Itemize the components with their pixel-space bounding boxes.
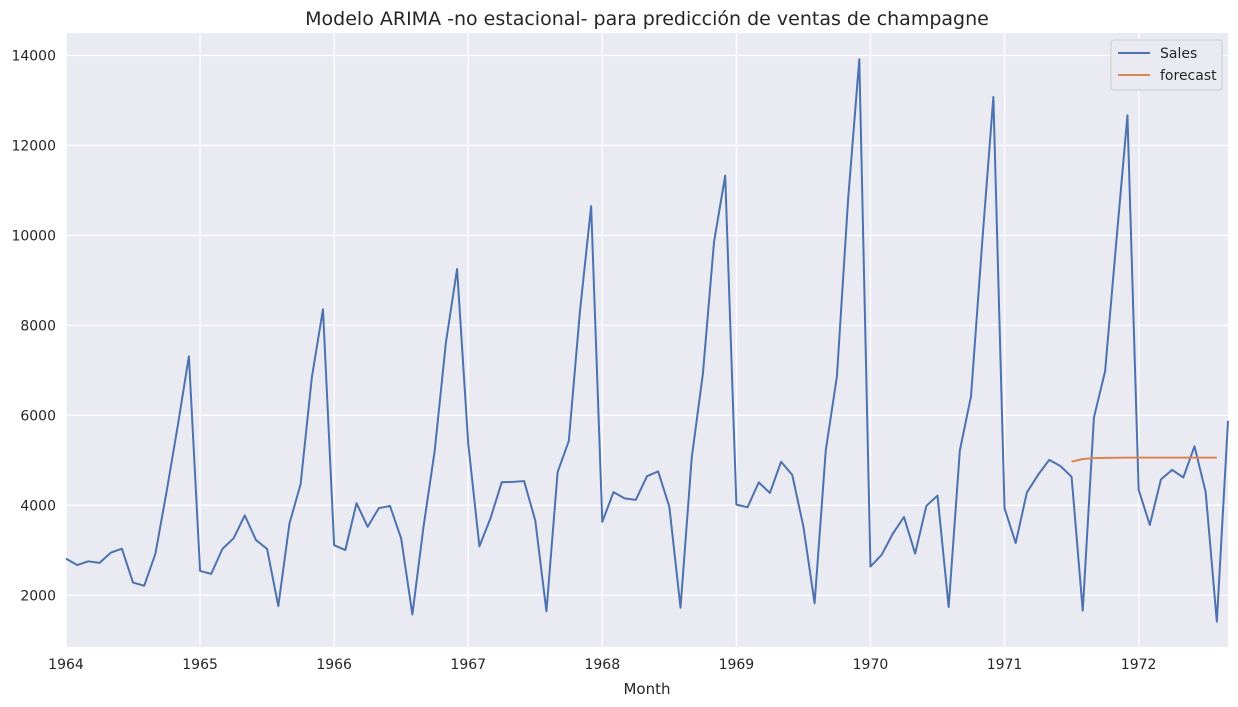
y-tick-label: 8000 bbox=[20, 318, 56, 334]
x-tick-label: 1964 bbox=[48, 657, 84, 673]
y-tick-label: 2000 bbox=[20, 588, 56, 604]
x-tick-label: 1969 bbox=[719, 657, 755, 673]
x-tick-labels: 1964 1965 1966 1967 1968 1969 1970 1971 1972 bbox=[48, 657, 1156, 673]
series-line-sales bbox=[65, 58, 1229, 623]
y-tick-label: 6000 bbox=[20, 408, 56, 424]
plot-background bbox=[66, 33, 1228, 647]
series-line-forecast bbox=[1071, 456, 1217, 463]
chart-title: Modelo ARIMA -no estacional- para predic… bbox=[305, 8, 989, 30]
y-tick-label: 4000 bbox=[20, 498, 56, 514]
legend: Sales forecast bbox=[1110, 39, 1223, 91]
x-tick-label: 1971 bbox=[987, 657, 1023, 673]
x-tick-label: 1965 bbox=[182, 657, 218, 673]
y-tick-label: 10000 bbox=[11, 228, 56, 244]
x-axis-label: Month bbox=[623, 680, 670, 698]
y-tick-label: 14000 bbox=[11, 48, 56, 64]
x-tick-label: 1968 bbox=[584, 657, 620, 673]
y-tick-label: 12000 bbox=[11, 138, 56, 154]
x-tick-label: 1970 bbox=[853, 657, 889, 673]
legend-label-sales: Sales bbox=[1160, 46, 1197, 62]
y-tick-labels: 2000 4000 6000 8000 10000 12000 14000 bbox=[11, 48, 56, 604]
x-tick-label: 1972 bbox=[1121, 657, 1157, 673]
series-group bbox=[65, 58, 1229, 623]
grid bbox=[65, 33, 1228, 647]
legend-label-forecast: forecast bbox=[1160, 68, 1217, 84]
x-tick-label: 1967 bbox=[450, 657, 486, 673]
x-tick-label: 1966 bbox=[316, 657, 352, 673]
